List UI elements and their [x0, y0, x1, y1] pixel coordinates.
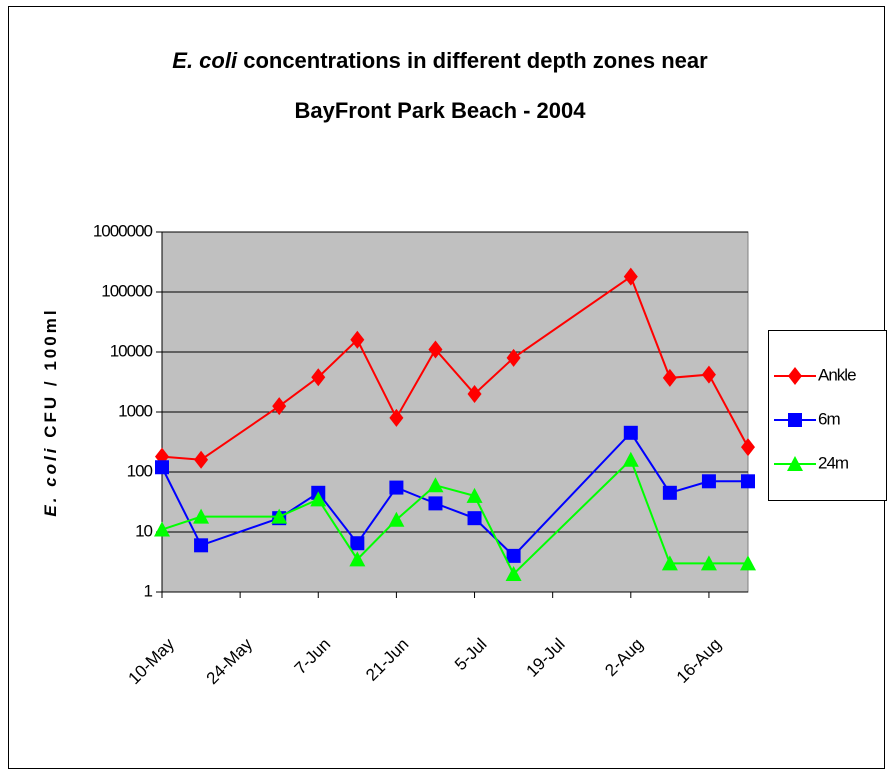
marker — [154, 521, 170, 537]
y-tick-label: 1000 — [118, 401, 152, 420]
marker — [310, 491, 327, 507]
marker — [741, 438, 755, 457]
y-tick-label: 1000000 — [93, 221, 153, 240]
marker — [701, 365, 716, 384]
marker — [662, 368, 677, 387]
legend-label: 24m — [818, 453, 849, 472]
title-italic: E. coli — [172, 48, 238, 73]
marker — [623, 425, 638, 440]
marker — [389, 408, 404, 427]
marker — [787, 456, 803, 471]
marker — [428, 496, 443, 511]
marker — [428, 340, 443, 359]
marker — [350, 330, 365, 349]
title-line: concentrations in different depth zones … — [243, 48, 708, 73]
marker — [193, 508, 210, 524]
chart-title: E. coli concentrations in different dept… — [172, 48, 708, 73]
marker — [662, 485, 677, 500]
marker — [194, 450, 209, 469]
marker — [623, 267, 638, 286]
marker — [467, 384, 482, 403]
marker — [700, 555, 717, 571]
marker — [311, 368, 326, 387]
y-tick-label: 100 — [127, 461, 153, 480]
marker — [505, 565, 522, 581]
marker — [788, 367, 802, 385]
marker — [388, 511, 405, 527]
y-tick-label: 1 — [144, 581, 153, 600]
marker — [741, 474, 755, 489]
ylabel-italic: E. coli — [41, 445, 60, 516]
marker — [701, 474, 716, 489]
marker — [350, 536, 365, 551]
marker — [389, 480, 404, 495]
y-tick-label: 10000 — [110, 341, 153, 360]
legend-label: 6m — [818, 409, 840, 428]
marker — [194, 538, 209, 553]
marker — [349, 551, 366, 567]
marker — [155, 460, 169, 475]
marker — [271, 508, 288, 524]
marker — [506, 548, 521, 563]
y-tick-label: 10 — [135, 521, 152, 540]
marker — [272, 397, 287, 416]
marker — [466, 487, 483, 503]
marker — [622, 451, 639, 467]
marker — [427, 477, 444, 493]
marker — [661, 555, 678, 571]
y-axis-label: E. coli CFU / 100ml — [41, 307, 60, 516]
marker — [467, 511, 482, 526]
y-tick-label: 100000 — [101, 281, 152, 300]
marker — [740, 555, 756, 571]
marker — [788, 413, 802, 427]
chart-title: BayFront Park Beach - 2004 — [294, 98, 586, 123]
ylabel-text: CFU / 100ml — [41, 307, 60, 437]
legend-label: Ankle — [818, 365, 856, 384]
marker — [506, 348, 521, 367]
